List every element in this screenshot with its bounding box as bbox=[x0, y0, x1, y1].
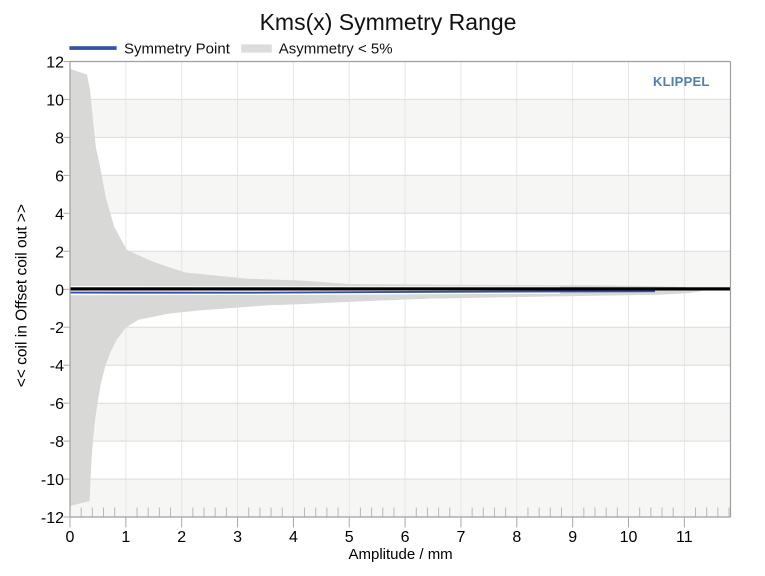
svg-text:-6: -6 bbox=[50, 396, 64, 413]
svg-text:-8: -8 bbox=[50, 434, 64, 451]
svg-text:9: 9 bbox=[568, 529, 577, 546]
svg-text:11: 11 bbox=[676, 529, 693, 546]
svg-text:KLIPPEL: KLIPPEL bbox=[653, 74, 710, 89]
svg-text:2: 2 bbox=[177, 529, 186, 546]
svg-text:1: 1 bbox=[121, 529, 130, 546]
svg-text:10: 10 bbox=[46, 92, 64, 109]
svg-text:0: 0 bbox=[66, 529, 75, 546]
svg-text:12: 12 bbox=[46, 55, 64, 72]
svg-text:<< coil in Offset coil out >>: << coil in Offset coil out >> bbox=[14, 204, 31, 387]
svg-text:3: 3 bbox=[233, 529, 242, 546]
svg-text:6: 6 bbox=[401, 529, 410, 546]
svg-text:Amplitude / mm: Amplitude / mm bbox=[348, 546, 452, 563]
svg-text:Asymmetry < 5%: Asymmetry < 5% bbox=[279, 41, 393, 58]
svg-text:10: 10 bbox=[620, 529, 638, 546]
svg-text:8: 8 bbox=[55, 130, 64, 147]
svg-text:Symmetry Point: Symmetry Point bbox=[124, 41, 231, 58]
svg-text:-12: -12 bbox=[41, 510, 64, 527]
svg-text:2: 2 bbox=[55, 244, 64, 261]
svg-text:Kms(x) Symmetry Range: Kms(x) Symmetry Range bbox=[260, 9, 517, 35]
svg-text:-2: -2 bbox=[50, 320, 64, 337]
svg-text:-10: -10 bbox=[41, 472, 64, 489]
svg-text:4: 4 bbox=[289, 529, 298, 546]
svg-text:4: 4 bbox=[55, 206, 64, 223]
svg-text:5: 5 bbox=[345, 529, 354, 546]
svg-text:8: 8 bbox=[512, 529, 521, 546]
svg-text:7: 7 bbox=[456, 529, 465, 546]
svg-text:6: 6 bbox=[55, 168, 64, 185]
svg-text:-4: -4 bbox=[50, 358, 64, 375]
svg-text:0: 0 bbox=[55, 282, 64, 299]
